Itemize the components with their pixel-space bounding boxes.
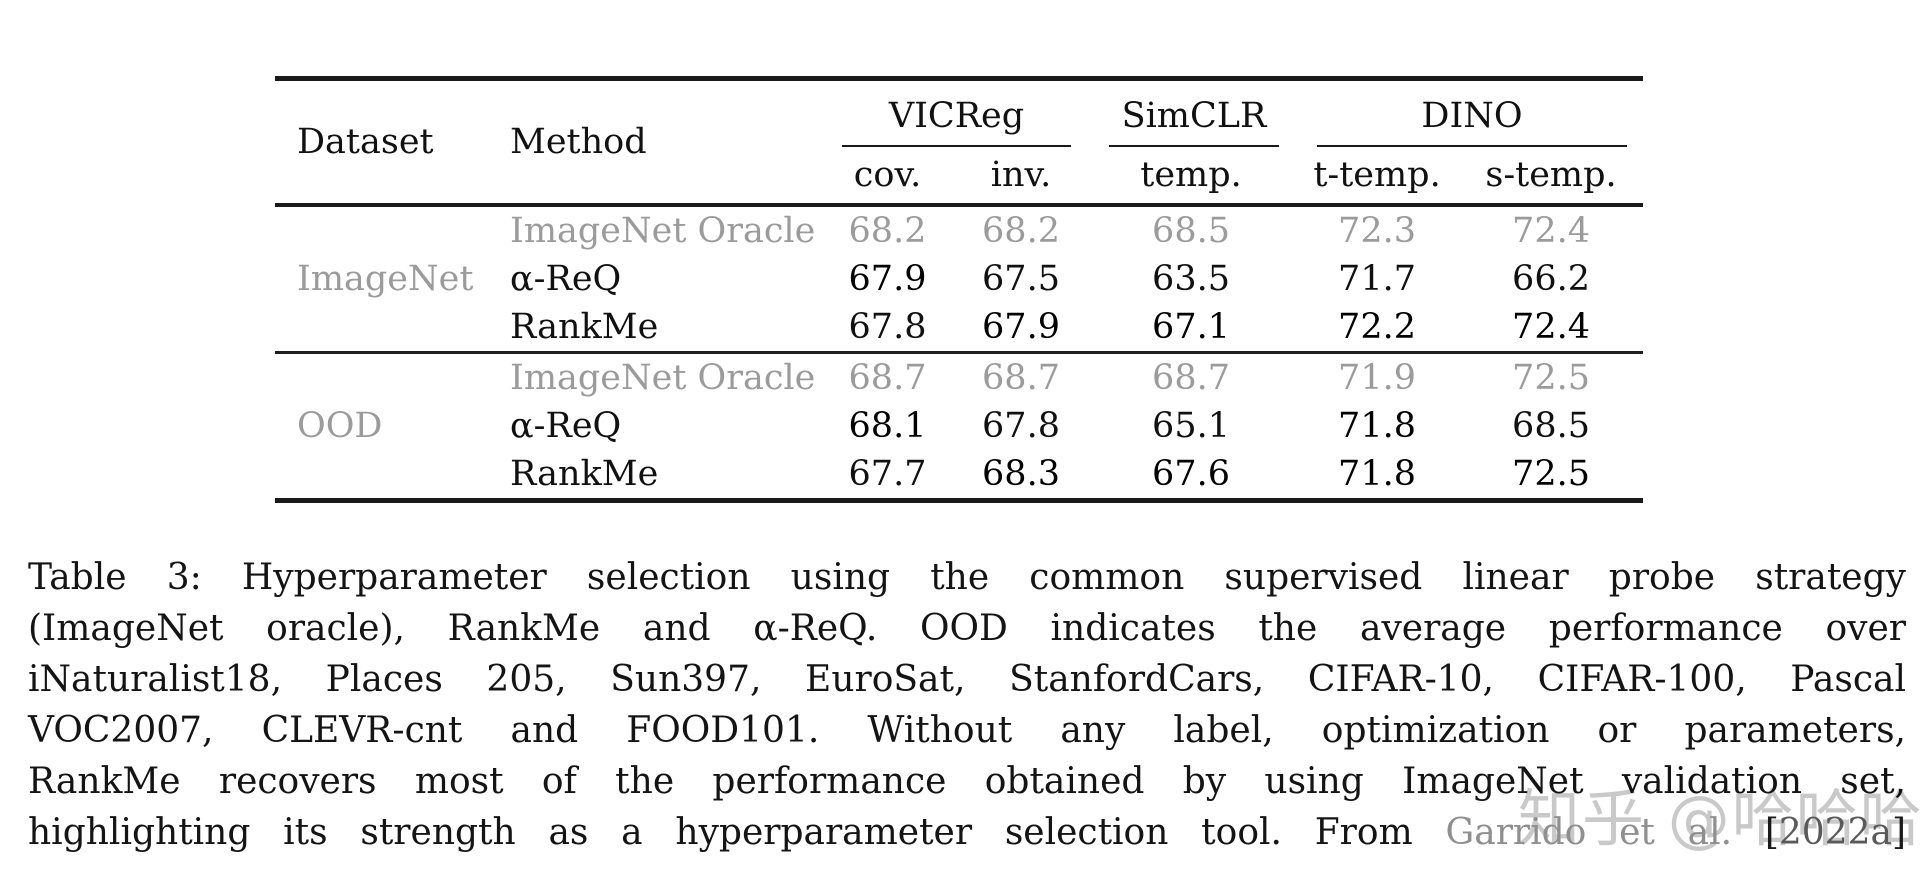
group-header-dino: DINO bbox=[1295, 79, 1643, 147]
zhihu-watermark: 知乎 @哈哈哈 bbox=[1518, 782, 1924, 855]
method-cell: ImageNet Oracle bbox=[500, 351, 820, 402]
value-cell: 72.3 bbox=[1338, 211, 1416, 251]
value-cell: 72.2 bbox=[1338, 307, 1416, 347]
subheader-s-temp: s-temp. bbox=[1485, 155, 1617, 195]
value-cell: 67.7 bbox=[848, 454, 927, 494]
value-cell: 71.9 bbox=[1295, 351, 1460, 402]
value-cell: 71.8 bbox=[1338, 454, 1416, 494]
subheader-temp: temp. bbox=[1140, 155, 1242, 195]
method-cell: ImageNet Oracle bbox=[510, 211, 816, 251]
citation-bracket-close: ] bbox=[1891, 812, 1906, 853]
subheader-t-temp: t-temp. bbox=[1313, 155, 1441, 195]
dataset-cell-ood: OOD bbox=[275, 351, 500, 501]
caption-line: RankMe recovers most of the performance … bbox=[28, 761, 1906, 802]
column-header-dataset: Dataset bbox=[297, 122, 434, 162]
caption-text: highlighting its strength as a hyperpara… bbox=[28, 812, 1446, 853]
group-header-simclr: SimCLR bbox=[1087, 79, 1295, 147]
subheader-inv: inv. bbox=[990, 155, 1052, 195]
subheader-cov: cov. bbox=[853, 155, 922, 195]
table-caption: Table 3: Hyperparameter selection using … bbox=[28, 552, 1906, 858]
method-cell: α-ReQ bbox=[510, 259, 622, 299]
method-cell: α-ReQ bbox=[510, 406, 622, 446]
results-table: Dataset Method VICReg SimCLR DINO cov. i… bbox=[275, 76, 1644, 503]
value-cell: 68.7 bbox=[955, 351, 1088, 402]
caption-line: VOC2007, CLEVR-cnt and FOOD101. Without … bbox=[28, 710, 1906, 751]
value-cell: 67.5 bbox=[982, 259, 1060, 299]
value-cell: 67.9 bbox=[848, 259, 927, 299]
method-cell: RankMe bbox=[510, 454, 659, 494]
method-cell: RankMe bbox=[510, 307, 659, 347]
value-cell: 71.8 bbox=[1338, 406, 1416, 446]
value-cell: 68.5 bbox=[1152, 211, 1230, 251]
group-header-vicreg: VICReg bbox=[820, 79, 1087, 147]
value-cell: 68.5 bbox=[1512, 406, 1590, 446]
value-cell: 68.2 bbox=[848, 211, 927, 251]
value-cell: 67.1 bbox=[1152, 307, 1230, 347]
value-cell: 65.1 bbox=[1152, 406, 1230, 446]
value-cell: 68.7 bbox=[1087, 351, 1296, 402]
caption-line: iNaturalist18, Places 205, Sun397, EuroS… bbox=[28, 659, 1906, 700]
value-cell: 72.5 bbox=[1512, 454, 1590, 494]
caption-line: (ImageNet oracle), RankMe and α-ReQ. OOD… bbox=[28, 608, 1906, 649]
group-header-dino-label: DINO bbox=[1317, 96, 1628, 147]
value-cell: 67.6 bbox=[1152, 454, 1230, 494]
value-cell: 67.8 bbox=[848, 307, 927, 347]
table-row-imagenet-areq: α-ReQ 67.9 67.5 63.5 71.7 66.2 bbox=[275, 255, 1643, 303]
table-row-ood-oracle: OOD ImageNet Oracle 68.7 68.7 68.7 71.9 … bbox=[275, 351, 1644, 501]
value-cell: 68.1 bbox=[848, 406, 927, 446]
citation-link[interactable]: Garrido et al. bbox=[1445, 812, 1765, 853]
group-header-vicreg-label: VICReg bbox=[842, 96, 1072, 147]
value-cell: 68.2 bbox=[982, 211, 1060, 251]
value-cell: 67.8 bbox=[982, 406, 1060, 446]
value-cell: 67.9 bbox=[982, 307, 1060, 347]
group-header-simclr-label: SimCLR bbox=[1109, 96, 1280, 147]
value-cell: 66.2 bbox=[1512, 259, 1590, 299]
value-cell: 68.7 bbox=[820, 351, 955, 402]
table-row-ood-areq: α-ReQ 68.1 67.8 65.1 71.8 68.5 bbox=[275, 402, 1643, 450]
value-cell: 63.5 bbox=[1152, 259, 1230, 299]
citation-year-link[interactable]: 2022a bbox=[1778, 812, 1892, 853]
table-row-ood-rankme: RankMe 67.7 68.3 67.6 71.8 72.5 bbox=[275, 450, 1643, 501]
table-row-imagenet-oracle: ImageNet ImageNet Oracle 68.2 68.2 68.5 … bbox=[275, 205, 1643, 299]
value-cell: 72.5 bbox=[1459, 351, 1644, 402]
caption-last-line: highlighting its strength as a hyperpara… bbox=[28, 807, 1906, 858]
column-header-method: Method bbox=[510, 122, 647, 162]
value-cell: 72.4 bbox=[1512, 211, 1590, 251]
caption-line: Table 3: Hyperparameter selection using … bbox=[28, 557, 1906, 598]
citation-bracket-open: [ bbox=[1764, 812, 1779, 853]
value-cell: 71.7 bbox=[1338, 259, 1416, 299]
table-row-imagenet-rankme: RankMe 67.8 67.9 67.1 72.2 72.4 bbox=[275, 303, 1643, 353]
dataset-cell-imagenet: ImageNet bbox=[297, 259, 474, 299]
value-cell: 72.4 bbox=[1512, 307, 1590, 347]
value-cell: 68.3 bbox=[982, 454, 1060, 494]
